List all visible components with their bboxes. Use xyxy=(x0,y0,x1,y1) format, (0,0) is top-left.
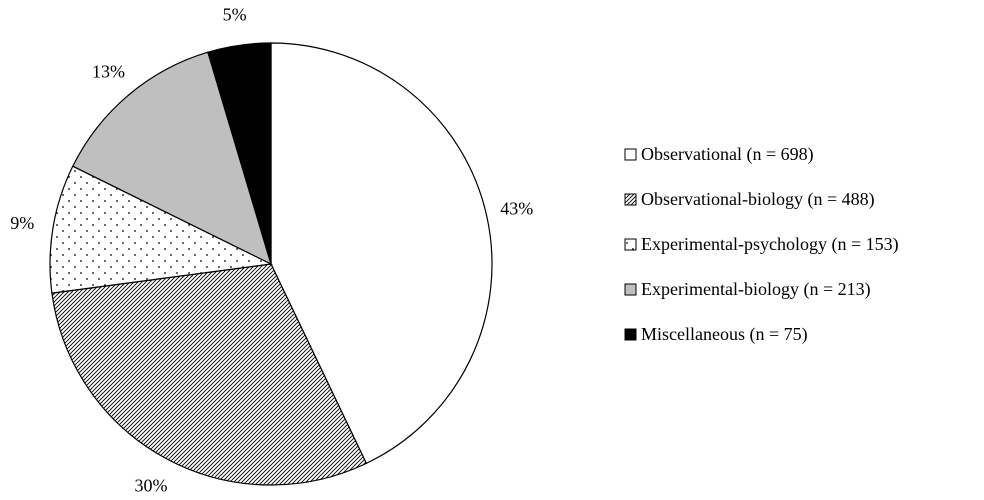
legend-label-experimental-biology: Experimental-biology (n = 213) xyxy=(641,279,871,300)
percent-label-miscellaneous: 5% xyxy=(223,5,247,25)
legend: Observational (n = 698) Observational-bio… xyxy=(624,144,899,345)
percent-label-observational: 43% xyxy=(500,198,533,218)
legend-label-observational-biology: Observational-biology (n = 488) xyxy=(641,189,875,210)
pie-slices xyxy=(49,42,493,486)
legend-swatch-miscellaneous xyxy=(624,328,637,341)
pie-slice-observational xyxy=(270,42,493,465)
percent-label-experimental-biology: 13% xyxy=(92,61,125,81)
legend-swatch-experimental-biology xyxy=(624,283,637,296)
percent-label-experimental-psychology: 9% xyxy=(10,213,34,233)
pie-slice-experimental-psychology xyxy=(49,165,274,294)
legend-swatch-observational xyxy=(624,148,637,161)
legend-label-experimental-psychology: Experimental-psychology (n = 153) xyxy=(641,234,899,255)
pie-slice-observational-biology xyxy=(51,263,368,486)
percent-label-observational-biology: 30% xyxy=(135,476,168,496)
legend-swatch-experimental-psychology xyxy=(624,238,637,251)
legend-label-miscellaneous: Miscellaneous (n = 75) xyxy=(641,324,808,345)
legend-label-observational: Observational (n = 698) xyxy=(641,144,814,165)
pie-slice-miscellaneous xyxy=(207,42,272,265)
legend-swatch-observational-biology xyxy=(624,193,637,206)
pie-slice-experimental-biology xyxy=(72,51,272,266)
percent-labels: 43% 30% 9% 13% 5% xyxy=(10,5,533,496)
